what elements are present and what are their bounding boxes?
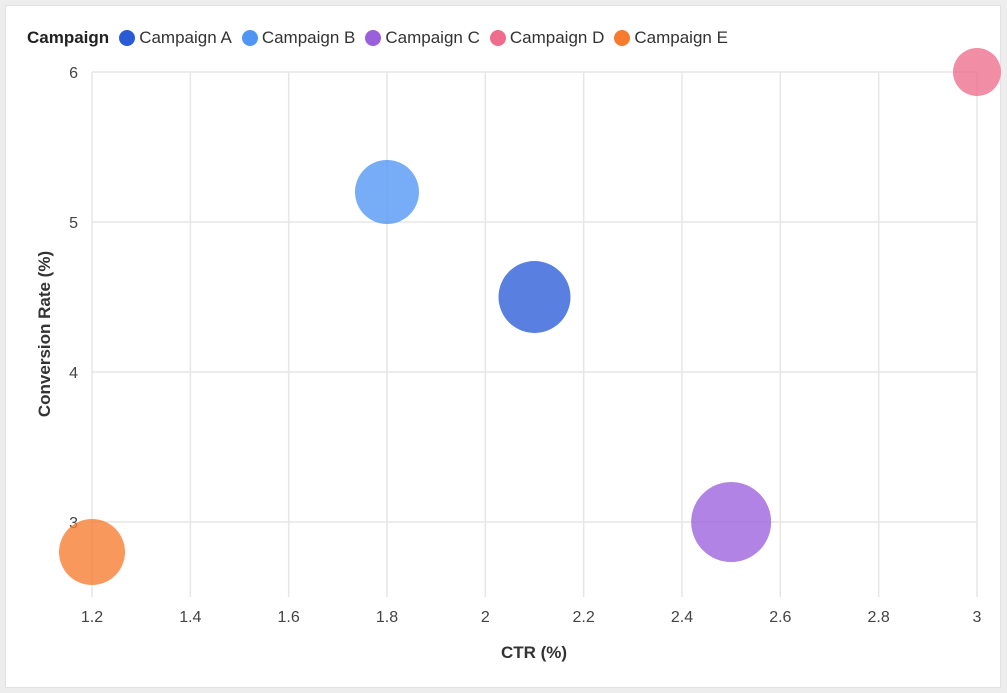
legend-item-campaign-d[interactable]: Campaign D bbox=[489, 28, 605, 48]
legend-label: Campaign D bbox=[509, 28, 605, 47]
chart-card: Campaign Campaign A Campaign B Campaign … bbox=[5, 5, 1001, 688]
legend-label: Campaign A bbox=[139, 28, 232, 47]
x-tick-label: 2.2 bbox=[573, 609, 595, 626]
legend-swatch-campaign-e bbox=[614, 30, 631, 46]
legend-item-campaign-c[interactable]: Campaign C bbox=[365, 28, 480, 48]
legend-label: Campaign B bbox=[261, 28, 356, 47]
legend-label: Campaign E bbox=[634, 28, 728, 47]
x-tick-label: 2.8 bbox=[868, 609, 890, 626]
legend-swatch-campaign-c bbox=[365, 30, 382, 46]
bubble-campaign-b[interactable] bbox=[355, 160, 419, 224]
x-tick-label: 1.8 bbox=[376, 609, 398, 626]
x-tick-label: 1.4 bbox=[179, 609, 201, 626]
bubble-campaign-e[interactable] bbox=[59, 519, 125, 585]
legend-item-campaign-a[interactable]: Campaign A bbox=[119, 28, 232, 48]
x-tick-label: 1.2 bbox=[81, 609, 103, 626]
x-tick-label: 1.6 bbox=[278, 609, 300, 626]
legend-label: Campaign C bbox=[385, 28, 480, 47]
y-tick-label: 5 bbox=[69, 215, 78, 232]
bubble-campaign-d[interactable] bbox=[953, 48, 1001, 96]
x-tick-label: 2.4 bbox=[671, 609, 693, 626]
y-tick-label: 6 bbox=[69, 65, 78, 82]
legend-title: Campaign bbox=[27, 28, 110, 47]
y-tick-label: 3 bbox=[69, 515, 78, 532]
x-tick-label: 3 bbox=[973, 609, 982, 626]
legend-swatch-campaign-b bbox=[241, 30, 258, 46]
x-axis-label: CTR (%) bbox=[501, 643, 567, 662]
bubble-campaign-a[interactable] bbox=[498, 261, 571, 333]
bubble-campaign-c[interactable] bbox=[691, 482, 772, 562]
grid-lines bbox=[91, 71, 978, 597]
legend-swatch-campaign-d bbox=[489, 30, 506, 46]
data-points bbox=[59, 48, 1001, 585]
y-axis-label: Conversion Rate (%) bbox=[35, 251, 54, 417]
legend-item-campaign-e[interactable]: Campaign E bbox=[614, 28, 728, 48]
legend-swatch-campaign-a bbox=[119, 30, 136, 46]
x-tick-label: 2 bbox=[481, 609, 490, 626]
legend: Campaign Campaign A Campaign B Campaign … bbox=[27, 26, 738, 50]
legend-item-campaign-b[interactable]: Campaign B bbox=[241, 28, 356, 48]
y-axis-ticks: 3 4 5 6 bbox=[69, 65, 78, 532]
y-tick-label: 4 bbox=[69, 365, 78, 382]
x-axis-ticks: 1.2 1.4 1.6 1.8 2 2.2 2.4 2.6 2.8 3 bbox=[81, 609, 982, 626]
x-tick-label: 2.6 bbox=[769, 609, 791, 626]
